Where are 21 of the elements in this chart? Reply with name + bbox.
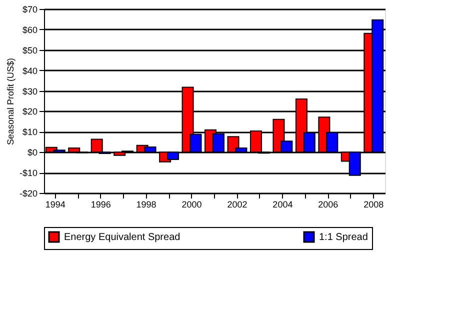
x-tick-label: 1996	[90, 200, 111, 210]
y-tick-label: $0	[27, 148, 38, 158]
y-tick-label: $10	[22, 127, 38, 138]
y-axis-title: Seasonal Profit (US$)	[5, 58, 16, 146]
y-tick-label: $70	[22, 4, 38, 14]
y-tick-label: $50	[22, 45, 38, 56]
x-tick-label: 2002	[227, 200, 248, 210]
x-tick-label: 2006	[318, 200, 338, 210]
x-tick-label: 2008	[364, 200, 384, 210]
y-tick-label: $60	[22, 24, 38, 35]
x-tick-label: 1998	[136, 200, 156, 210]
y-tick-label: -$10	[19, 168, 38, 178]
y-tick-label: $40	[22, 66, 38, 76]
y-tick-label: $30	[22, 86, 38, 96]
x-tick-label: 2004	[272, 200, 293, 210]
y-tick-label: -$20	[19, 188, 38, 198]
x-tick-label: 2000	[182, 200, 202, 210]
legend-label: Energy Equivalent Spread	[64, 232, 180, 243]
y-tick-label: $20	[22, 106, 38, 117]
legend-label: 1:1 Spread	[319, 232, 368, 243]
x-tick-label: 1994	[45, 200, 66, 210]
